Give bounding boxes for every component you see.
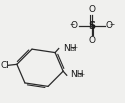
Text: −: − [69,22,74,27]
Text: +: + [79,72,84,77]
Text: 3: 3 [77,73,81,78]
Text: NH: NH [70,70,84,79]
Text: O: O [71,21,78,30]
Text: O: O [88,5,95,14]
Text: S: S [88,21,95,31]
Text: NH: NH [64,44,77,53]
Text: 3: 3 [70,47,74,52]
Text: Cl: Cl [1,61,10,70]
Text: O: O [106,21,113,30]
Text: +: + [72,45,78,50]
Text: O: O [88,36,95,44]
Text: −: − [109,22,114,27]
